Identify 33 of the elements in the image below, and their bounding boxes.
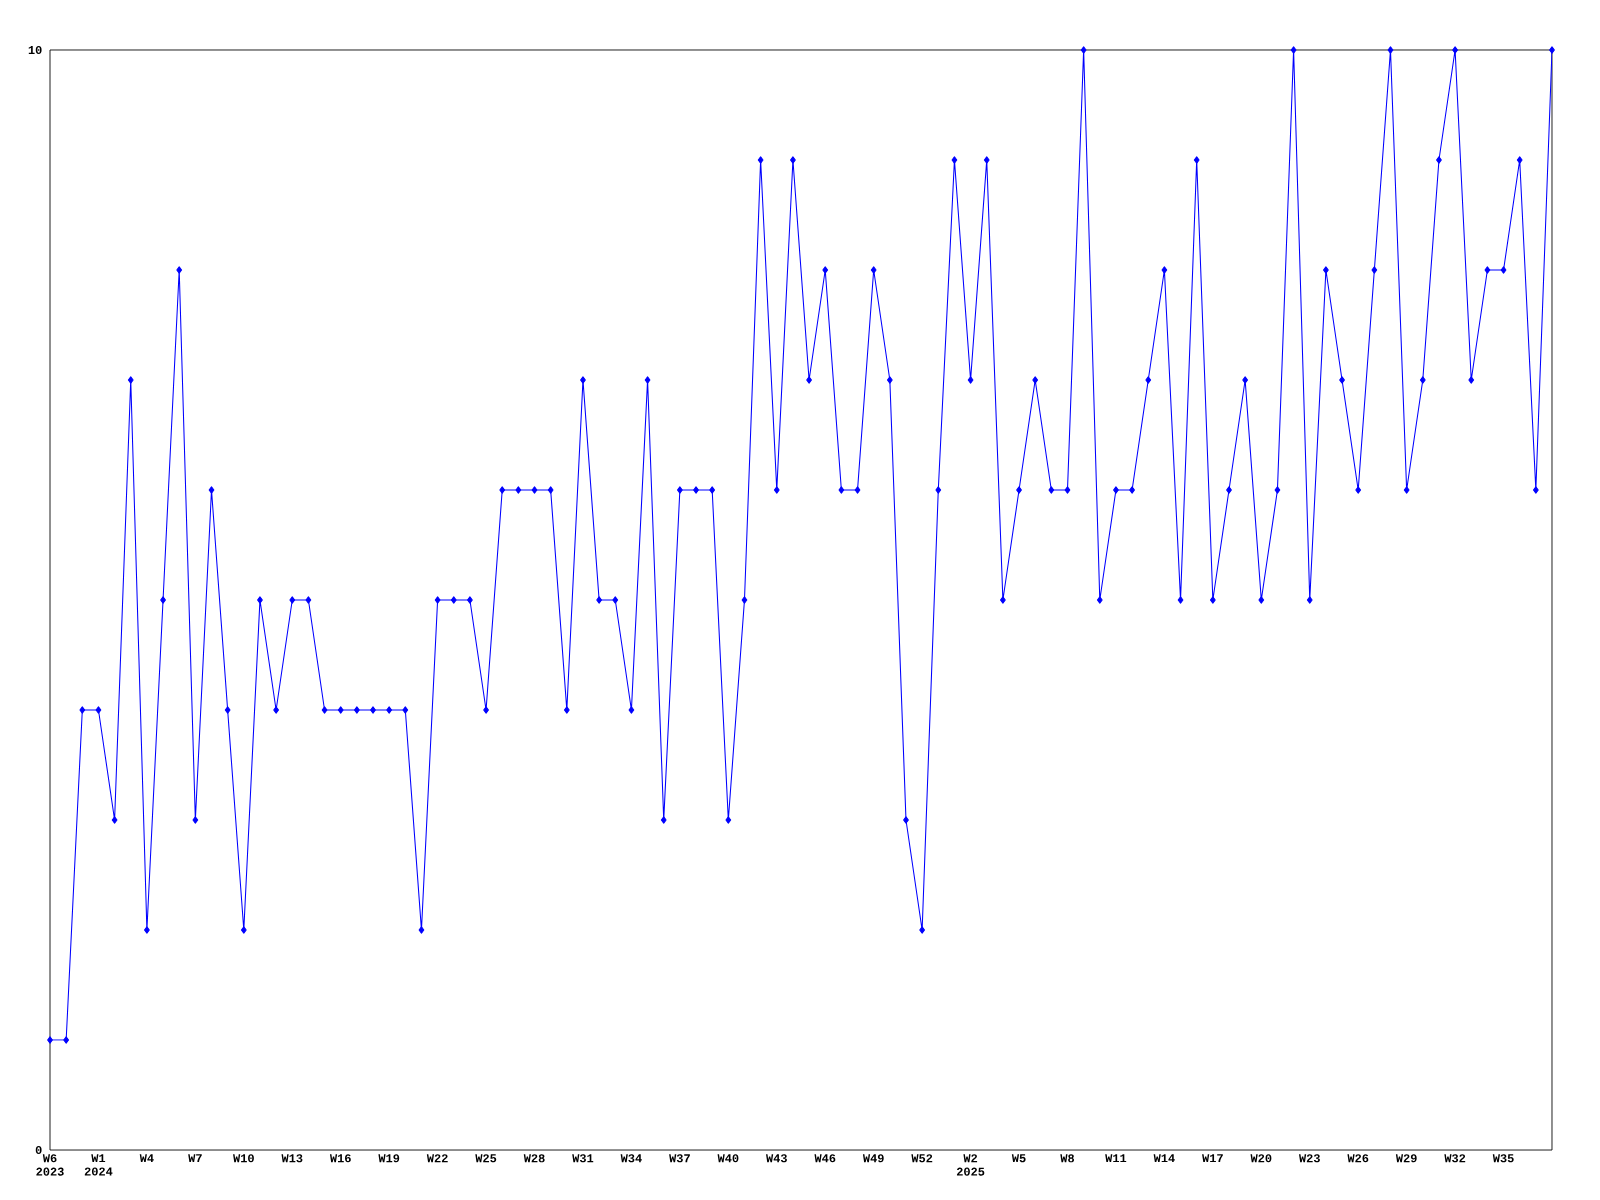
x-tick-label: W13 (281, 1154, 303, 1163)
x-tick-label: W5 (1011, 1154, 1026, 1163)
x-tick-label: W16 (329, 1154, 351, 1163)
x-tick-label: W22 (426, 1154, 448, 1163)
x-tick-label: W35 (1492, 1154, 1514, 1163)
x-tick-label: W8 (1060, 1154, 1075, 1163)
x-tick-label: W4 (139, 1154, 154, 1163)
x-tick-label: W52 (911, 1154, 933, 1163)
x-tick-label: W17 (1202, 1154, 1223, 1163)
x-tick-label: W46 (814, 1154, 836, 1163)
x-tick-label: W40 (717, 1154, 739, 1163)
x-tick-label: W20 (1250, 1154, 1272, 1163)
x-tick-label: W1 2024 (84, 1154, 113, 1176)
x-tick-label: W43 (766, 1154, 787, 1163)
y-tick-label: 0 (35, 1145, 42, 1155)
x-tick-label: W10 (233, 1154, 254, 1163)
x-tick-label: W2 2025 (956, 1154, 985, 1176)
x-tick-label: W49 (862, 1154, 884, 1163)
x-tick-label: W6 2023 (36, 1154, 64, 1176)
x-tick-label: W11 (1105, 1154, 1127, 1163)
x-tick-label: W32 (1444, 1154, 1466, 1163)
x-tick-label: W34 (620, 1154, 642, 1163)
y-tick-label: 10 (28, 45, 42, 55)
x-tick-label: W28 (523, 1154, 545, 1163)
x-tick-label: W29 (1395, 1154, 1417, 1163)
x-tick-label: W31 (572, 1154, 594, 1163)
x-tick-label: W14 (1153, 1154, 1175, 1163)
x-tick-label: W26 (1347, 1154, 1369, 1163)
x-tick-label: W23 (1298, 1154, 1320, 1163)
x-tick-label: W7 (188, 1154, 202, 1163)
x-tick-label: W37 (669, 1154, 690, 1163)
x-tick-label: W25 (475, 1154, 497, 1163)
x-tick-label: W19 (378, 1154, 400, 1163)
